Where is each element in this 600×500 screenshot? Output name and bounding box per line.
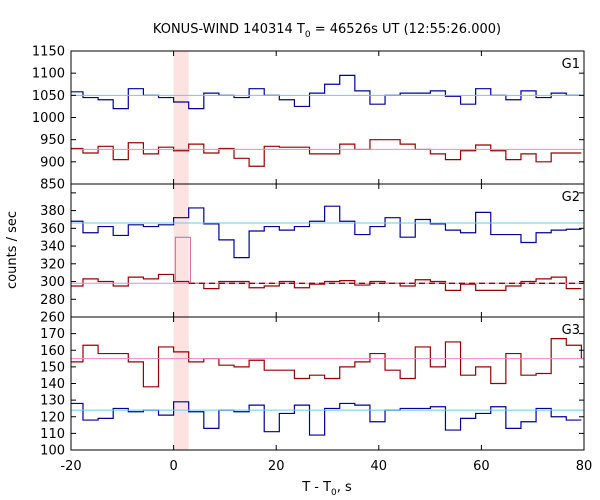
highlight-layer	[173, 51, 189, 450]
series-g3-1-step	[71, 338, 584, 388]
y-tick-label: 360	[40, 222, 65, 237]
y-tick-label: 1100	[32, 67, 65, 82]
x-tick-label: 40	[371, 459, 388, 474]
y-tick-label: 280	[40, 293, 65, 308]
x-tick-label: 60	[473, 459, 490, 474]
x-tick-label: 0	[169, 459, 177, 474]
y-tick-label: 900	[40, 155, 65, 170]
y-tick-label: 950	[40, 133, 65, 148]
y-tick-label: 140	[40, 377, 65, 392]
y-tick-label: 1050	[32, 89, 65, 104]
x-tick-label: 20	[268, 459, 285, 474]
series-layer	[71, 74, 584, 436]
y-tick-label: 850	[40, 178, 65, 193]
y-tick-label: 160	[40, 344, 65, 359]
text-layer: 8509009501000105011001150G12602803003203…	[5, 22, 592, 498]
chart-title: KONUS-WIND 140314 T0 = 46526s UT (12:55:…	[153, 22, 501, 40]
y-tick-label: 260	[40, 311, 65, 326]
y-tick-label: 1150	[32, 45, 65, 60]
panel-g3-series	[71, 338, 584, 436]
series-g1-1-step	[71, 139, 582, 167]
y-tick-label: 380	[40, 204, 65, 219]
panel-label-g1: G1	[562, 57, 580, 72]
y-tick-label: 110	[40, 427, 65, 442]
panel-label-g2: G2	[562, 190, 580, 205]
y-tick-label: 340	[40, 240, 65, 255]
y-tick-label: 150	[40, 360, 65, 375]
y-tick-label: 100	[40, 444, 65, 459]
x-tick-label: 80	[576, 459, 593, 474]
y-tick-label: 170	[40, 327, 65, 342]
panel-label-g3: G3	[562, 323, 580, 338]
y-axis-label: counts / sec	[5, 211, 20, 289]
series-g3-0-step	[71, 401, 582, 436]
frame-layer	[70, 50, 585, 451]
y-tick-label: 120	[40, 410, 65, 425]
trigger-highlight	[173, 51, 189, 450]
y-tick-label: 130	[40, 394, 65, 409]
series-g1-0-step	[71, 74, 582, 110]
y-tick-label: 320	[40, 257, 65, 272]
panel-g3-frame	[70, 316, 585, 451]
y-tick-label: 1000	[32, 111, 65, 126]
series-g2-1-step	[71, 273, 582, 291]
series-g2-0-step	[71, 205, 582, 259]
panel-g1-frame	[70, 50, 585, 185]
y-tick-label: 300	[40, 275, 65, 290]
panel-g1-series	[71, 74, 584, 167]
x-tick-label: -20	[60, 459, 81, 474]
panel-g2-series	[71, 205, 584, 291]
panel-g2-frame	[70, 183, 585, 318]
x-axis-label: T - T0, s	[301, 480, 352, 498]
series-g2-5-pulse	[174, 236, 191, 284]
